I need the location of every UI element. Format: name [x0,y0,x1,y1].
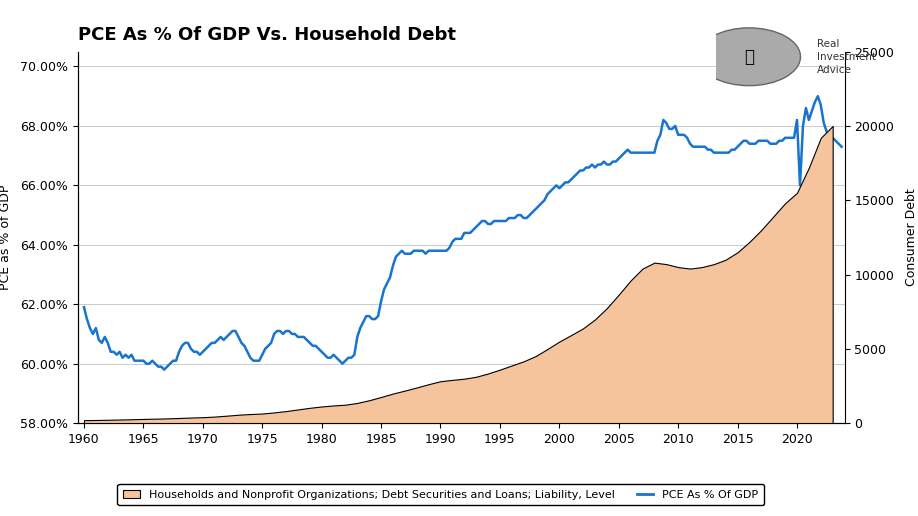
Text: 🦅: 🦅 [744,48,754,66]
Y-axis label: Consumer Debt: Consumer Debt [905,188,918,286]
Legend: Households and Nonprofit Organizations; Debt Securities and Loans; Liability, Le: Households and Nonprofit Organizations; … [118,484,764,505]
Text: PCE As % Of GDP Vs. Household Debt: PCE As % Of GDP Vs. Household Debt [78,26,456,44]
Text: Real
Investment
Advice: Real Investment Advice [817,39,876,75]
Y-axis label: PCE as % of GDP: PCE as % of GDP [0,185,12,290]
Circle shape [698,28,800,86]
